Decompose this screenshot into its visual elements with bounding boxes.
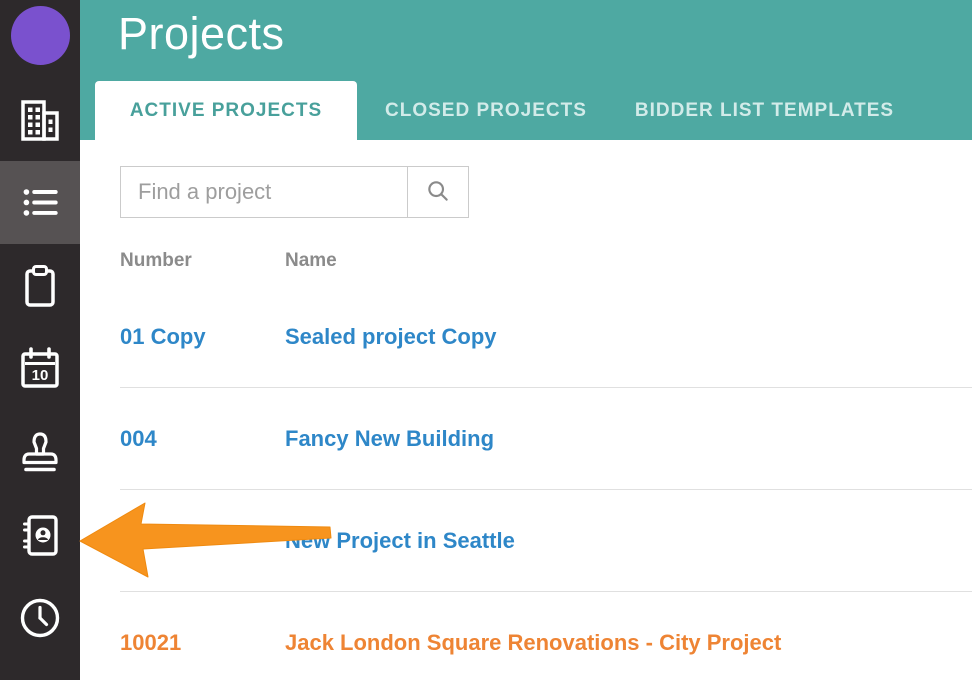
table-body: 01 Copy Sealed project Copy 004 Fancy Ne…: [120, 286, 972, 680]
table-row[interactable]: 01 Copy Sealed project Copy: [120, 286, 972, 388]
table-row[interactable]: 203 New Project in Seattle: [120, 490, 972, 592]
tab-bar: ACTIVE PROJECTS CLOSED PROJECTS BIDDER L…: [95, 81, 914, 140]
table-header-row: Number Name: [120, 250, 972, 274]
search-button[interactable]: [407, 166, 469, 218]
tab-closed-projects[interactable]: CLOSED PROJECTS: [385, 99, 587, 121]
table-row[interactable]: 004 Fancy New Building: [120, 388, 972, 490]
project-number-link[interactable]: 10021: [120, 630, 182, 655]
project-name-link[interactable]: Jack London Square Renovations - City Pr…: [285, 630, 782, 655]
calendar-icon: 10: [16, 345, 64, 393]
sidebar-item-contacts[interactable]: [0, 493, 80, 576]
search-bar: [120, 166, 972, 218]
table-row[interactable]: 10021 Jack London Square Renovations - C…: [120, 592, 972, 680]
building-icon: [16, 96, 64, 144]
content-area: Number Name 01 Copy Sealed project Copy …: [80, 140, 972, 680]
project-name-link[interactable]: Fancy New Building: [285, 425, 495, 451]
column-header-number: Number: [120, 250, 192, 271]
search-icon: [425, 178, 451, 207]
sidebar-item-projects[interactable]: [0, 161, 80, 244]
column-header-name: Name: [285, 250, 337, 271]
tab-active-projects[interactable]: ACTIVE PROJECTS: [95, 81, 357, 140]
clipboard-icon: [16, 262, 64, 310]
project-name-link[interactable]: New Project in Seattle: [285, 527, 515, 553]
sidebar-item-history[interactable]: [0, 576, 80, 659]
contact-book-icon: [16, 511, 64, 559]
project-number-link[interactable]: 01 Copy: [120, 323, 206, 349]
clock-icon: [16, 594, 64, 642]
sidebar-item-stamp[interactable]: [0, 410, 80, 493]
page-title: Projects: [118, 8, 285, 59]
avatar-wrap: [0, 0, 80, 78]
sidebar-item-calendar[interactable]: 10: [0, 327, 80, 410]
sidebar-item-clipboard[interactable]: [0, 244, 80, 327]
teal-header: Projects ACTIVE PROJECTS CLOSED PROJECTS…: [80, 0, 972, 140]
main-area: Projects ACTIVE PROJECTS CLOSED PROJECTS…: [80, 0, 972, 680]
project-number-link[interactable]: 203: [120, 527, 157, 553]
avatar[interactable]: [10, 6, 70, 65]
projects-table: Number Name 01 Copy Sealed project Copy …: [120, 250, 972, 680]
list-icon: [17, 180, 63, 226]
stamp-icon: [16, 428, 64, 476]
sidebar-item-companies[interactable]: [0, 78, 80, 161]
project-name-link[interactable]: Sealed project Copy: [285, 323, 497, 349]
calendar-day-number: 10: [32, 367, 49, 384]
sidebar: 10: [0, 0, 80, 680]
project-number-link[interactable]: 004: [120, 425, 157, 451]
tab-bidder-list-templates[interactable]: BIDDER LIST TEMPLATES: [634, 99, 895, 121]
search-input[interactable]: [120, 166, 408, 218]
